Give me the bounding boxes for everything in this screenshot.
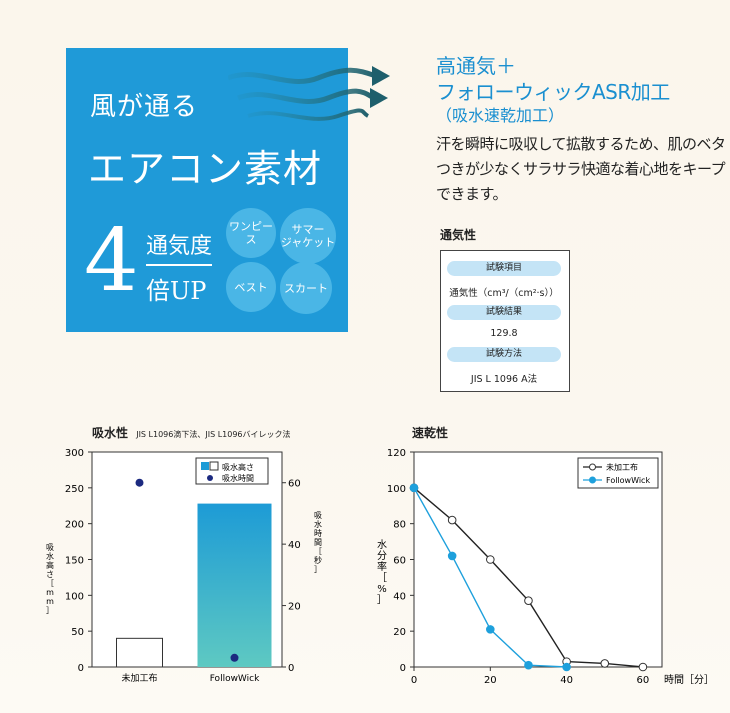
panel-text-top: 通気度 xyxy=(146,228,213,266)
series-point xyxy=(562,662,571,672)
legend-label: 未加工布 xyxy=(606,462,638,472)
y-axis-label-char: ］ xyxy=(377,594,387,606)
bar xyxy=(197,503,272,667)
legend-label: 吸水高さ xyxy=(222,462,254,472)
y2-axis-label-char: ［ xyxy=(314,547,322,556)
bar xyxy=(116,637,163,668)
y-tick-label: 0 xyxy=(78,663,84,674)
y-tick-label: 150 xyxy=(65,556,84,567)
bubble-vest: ベスト xyxy=(226,262,276,312)
panel-line2: エアコン素材 xyxy=(88,147,323,191)
y-tick-label: 80 xyxy=(393,520,406,531)
spec-table: 試験項目 通気性（cm³/（cm²·s）） 試験結果 129.8 試験方法 JI… xyxy=(440,250,570,392)
y-axis-label-char: 分 xyxy=(377,550,387,562)
legend-marker xyxy=(589,463,596,471)
y-tick-label: 300 xyxy=(65,448,84,459)
headline-line1: 高通気＋ xyxy=(436,54,516,78)
y-axis-label-char: 水 xyxy=(377,539,387,551)
left-chart-subtitle: JIS L1096滴下法、JIS L1096バイレック法 xyxy=(136,430,291,439)
legend-label: 吸水時間 xyxy=(222,473,254,483)
y2-tick-label: 0 xyxy=(288,663,294,674)
legend-swatch-bar xyxy=(201,462,209,470)
y-tick-label: 60 xyxy=(393,556,406,567)
x-tick-label: 0 xyxy=(411,675,417,686)
panel-big-number: 4 xyxy=(84,211,139,311)
series-point xyxy=(447,515,457,525)
legend-swatch-bar-open xyxy=(209,461,219,471)
legend-marker xyxy=(589,476,596,484)
legend-label: FollowWick xyxy=(606,476,650,485)
table-header-result: 試験結果 xyxy=(447,305,561,320)
y-axis-label-char: m xyxy=(46,588,54,597)
x-tick-label: 未加工布 xyxy=(121,672,157,684)
left-chart-title: 吸水性 xyxy=(92,426,129,440)
y-axis-label-char: さ xyxy=(46,570,54,579)
y-tick-label: 100 xyxy=(387,484,406,495)
headline-line3: （吸水速乾加工） xyxy=(436,106,565,125)
y-axis-label-char: ］ xyxy=(46,606,54,615)
x-tick-label: 40 xyxy=(560,675,573,686)
left-chart-title-row: 吸水性 JIS L1096滴下法、JIS L1096バイレック法 xyxy=(92,424,291,441)
drying-chart: 0 20 40 60 80 100 120 0 20 40 60 時間［分］ 水分率［%］ 未加工布 Fol… xyxy=(377,448,714,686)
y-axis-label-char: 率 xyxy=(377,560,387,573)
time-point xyxy=(135,478,144,487)
y-tick-label: 50 xyxy=(71,627,84,638)
table-header-method: 試験方法 xyxy=(447,347,561,362)
y-axis-label-char: % xyxy=(377,584,387,595)
y-axis-label-char: ［ xyxy=(377,572,387,584)
y-axis-label-char: ［ xyxy=(46,579,54,588)
x-tick-label: FollowWick xyxy=(210,674,260,684)
y2-axis-label-char: ］ xyxy=(314,565,322,574)
y2-axis-label-char: 水 xyxy=(314,519,322,529)
x-tick-label: 20 xyxy=(484,675,497,686)
y-tick-label: 40 xyxy=(393,591,406,602)
y-axis-label-char: m xyxy=(46,597,54,606)
y2-axis-label-char: 秒 xyxy=(314,555,322,565)
time-point xyxy=(230,653,239,662)
series-point xyxy=(486,555,495,564)
y-tick-label: 200 xyxy=(65,520,84,531)
x-axis-label: 時間［分］ xyxy=(664,674,714,686)
y2-tick-label: 20 xyxy=(288,602,301,613)
y-axis-label-char: 水 xyxy=(46,551,54,561)
table-value-method: JIS L 1096 A法 xyxy=(470,374,538,385)
series-point xyxy=(486,625,495,634)
series-point xyxy=(638,662,648,672)
right-chart-title: 速乾性 xyxy=(412,426,449,440)
legend-swatch-point xyxy=(207,475,213,481)
bubble-jacket: サマー ジャケット xyxy=(280,208,336,264)
y-axis-label-char: 吸 xyxy=(46,543,54,552)
wind-arrows-icon xyxy=(228,66,390,121)
y2-tick-label: 60 xyxy=(288,479,301,490)
x-tick-label: 60 xyxy=(637,675,650,686)
series-point xyxy=(447,551,457,561)
y2-axis-label-char: 間 xyxy=(314,538,322,547)
absorbency-chart: 0 50 100 150 200 250 300 0 20 40 60 未加工布 FollowWick 吸… xyxy=(46,448,322,684)
panel-text-bottom: 倍UP xyxy=(146,277,207,305)
series-point xyxy=(524,596,533,606)
headline-line2: フォローウィックASR加工 xyxy=(436,80,670,104)
bubble-onepiece: ワンピース xyxy=(226,208,276,258)
y-axis-label-char: 高 xyxy=(46,560,54,570)
series-point xyxy=(409,483,419,493)
hero-panel: 風が通る エアコン素材 4 通気度 倍UP ワンピース サマー ジャケット ベス… xyxy=(66,48,348,332)
panel-line1: 風が通る xyxy=(90,92,199,122)
y-tick-label: 250 xyxy=(65,484,84,495)
table-header-item: 試験項目 xyxy=(447,261,561,276)
series-point xyxy=(600,659,610,668)
y2-tick-label: 40 xyxy=(288,540,301,551)
y-tick-label: 0 xyxy=(400,663,406,674)
y2-axis-label-char: 吸 xyxy=(314,511,322,520)
table-value-item: 通気性（cm³/（cm²·s）） xyxy=(449,288,559,299)
y-tick-label: 20 xyxy=(393,627,406,638)
series-point xyxy=(524,660,533,670)
y-tick-label: 100 xyxy=(65,591,84,602)
table-value-result: 129.8 xyxy=(490,328,518,339)
y2-axis-label-char: 時 xyxy=(314,529,322,538)
bubble-skirt: スカート xyxy=(280,262,332,314)
description-text: 汗を瞬時に吸収して拡散するため、肌のベタつきが少なくサラサラ快適な着心地をキープ… xyxy=(436,135,726,203)
y-tick-label: 120 xyxy=(387,448,406,459)
table-title: 通気性 xyxy=(440,228,477,242)
